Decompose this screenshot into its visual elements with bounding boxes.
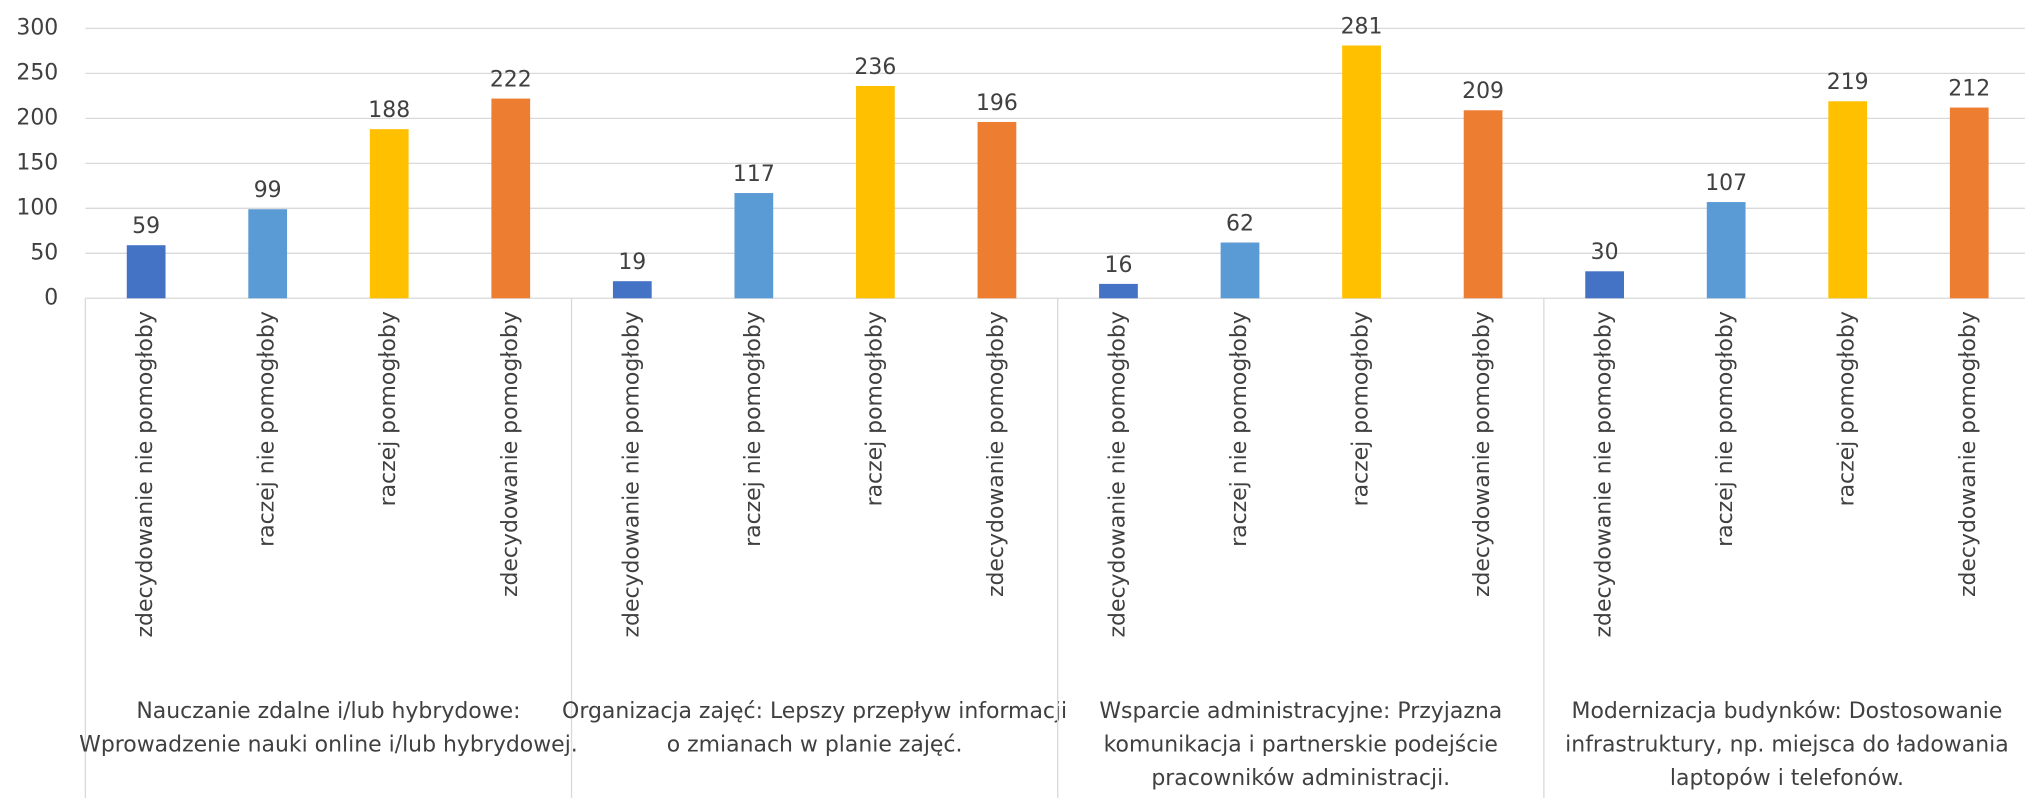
data-label: 117 — [733, 162, 775, 187]
y-tick-label: 0 — [44, 285, 58, 310]
y-tick-label: 100 — [16, 195, 58, 220]
x-tick-label: raczej pomogłoby — [862, 311, 887, 506]
x-tick-label: zdecydowanie nie pomogłoby — [1105, 311, 1130, 637]
bar — [1706, 202, 1746, 299]
bar — [977, 121, 1017, 299]
y-tick-label: 250 — [16, 60, 58, 85]
data-label: 107 — [1705, 171, 1747, 196]
data-label: 222 — [490, 67, 532, 92]
y-tick-label: 150 — [16, 150, 58, 175]
data-label: 59 — [132, 214, 160, 239]
x-group-label: Organizacja zajęć: Lepszy przepływ infor… — [562, 698, 1068, 758]
y-tick-label: 300 — [16, 15, 58, 40]
x-tick-label: zdecydowanie nie pomogłoby — [1592, 311, 1617, 637]
x-tick-label: raczej nie pomogłoby — [255, 311, 280, 547]
bar — [1099, 283, 1138, 299]
group-label-box: Wsparcie administracyjne: Przyjazna komu… — [1099, 698, 1503, 792]
bar — [856, 85, 895, 299]
group-label-box: Modernizacja budynków: Dostosowanie infr… — [1565, 698, 2009, 792]
y-tick-label: 200 — [16, 105, 58, 130]
data-label: 196 — [976, 91, 1018, 116]
data-label: 209 — [1462, 79, 1504, 104]
data-label: 219 — [1827, 70, 1869, 95]
x-group-label: Nauczanie zdalne i/lub hybrydowe: Wprowa… — [79, 698, 578, 758]
group-label-box: Organizacja zajęć: Lepszy przepływ infor… — [562, 698, 1068, 758]
x-tick-label: zdecydowanie nie pomogłoby — [133, 311, 158, 637]
data-label: 188 — [368, 98, 410, 123]
data-label: 16 — [1105, 253, 1133, 278]
x-tick-label: zdecydowanie nie pomogłoby — [619, 311, 644, 637]
x-tick-label: raczej pomogłoby — [1349, 311, 1374, 506]
bar — [491, 98, 531, 299]
y-tick-label: 50 — [30, 240, 58, 265]
bar — [126, 245, 166, 299]
x-tick-label: zdecydowanie pomogłoby — [498, 311, 523, 597]
x-group-label: Wsparcie administracyjne: Przyjazna komu… — [1099, 698, 1503, 792]
x-tick-label: zdecydowanie pomogłoby — [984, 311, 1009, 597]
data-label: 99 — [254, 178, 282, 203]
bar — [1585, 271, 1624, 299]
bar — [1220, 242, 1260, 299]
x-tick-label: raczej pomogłoby — [1835, 311, 1860, 506]
x-tick-label: zdecydowanie pomogłoby — [1470, 311, 1495, 597]
bar — [369, 129, 409, 299]
bar — [248, 209, 288, 299]
bar — [734, 193, 774, 299]
bar — [612, 281, 652, 299]
x-tick-label: raczej nie pomogłoby — [1227, 311, 1252, 547]
x-tick-label: zdecydowanie pomogłoby — [1956, 311, 1981, 597]
data-label: 236 — [854, 55, 896, 80]
data-label: 62 — [1226, 211, 1254, 236]
bar — [1463, 110, 1503, 299]
x-tick-label: raczej nie pomogłoby — [741, 311, 766, 547]
data-label: 30 — [1591, 240, 1619, 265]
data-label: 212 — [1948, 76, 1990, 101]
bar — [1949, 107, 1989, 299]
bar — [1828, 101, 1868, 299]
group-label-box: Nauczanie zdalne i/lub hybrydowe: Wprowa… — [79, 698, 578, 758]
data-label: 19 — [618, 250, 646, 275]
x-tick-label: raczej nie pomogłoby — [1713, 311, 1738, 547]
x-group-label: Modernizacja budynków: Dostosowanie infr… — [1565, 698, 2009, 792]
data-label: 281 — [1341, 14, 1383, 39]
bar — [1342, 45, 1381, 299]
x-tick-label: raczej pomogłoby — [376, 311, 401, 506]
